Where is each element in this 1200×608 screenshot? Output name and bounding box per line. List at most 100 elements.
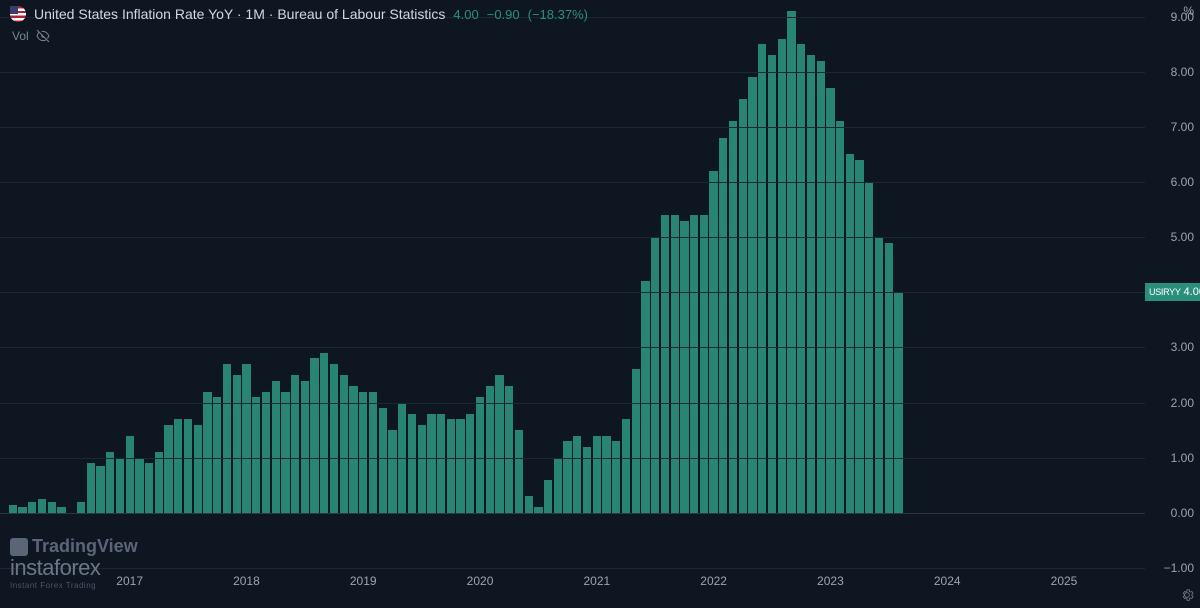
bar[interactable] bbox=[301, 381, 309, 513]
bar[interactable] bbox=[106, 452, 114, 513]
bar[interactable] bbox=[836, 121, 844, 513]
bar[interactable] bbox=[768, 55, 776, 513]
bar[interactable] bbox=[164, 425, 172, 513]
bar[interactable] bbox=[262, 392, 270, 513]
bar-container bbox=[8, 0, 1137, 568]
bar[interactable] bbox=[739, 99, 747, 513]
bar[interactable] bbox=[651, 237, 659, 513]
eye-off-icon[interactable] bbox=[35, 28, 51, 44]
bar[interactable] bbox=[242, 364, 250, 513]
bar[interactable] bbox=[291, 375, 299, 513]
bar[interactable] bbox=[748, 77, 756, 513]
bar[interactable] bbox=[885, 243, 893, 513]
bar[interactable] bbox=[573, 436, 581, 513]
bar[interactable] bbox=[554, 458, 562, 513]
us-flag-icon bbox=[10, 6, 26, 22]
bar[interactable] bbox=[349, 386, 357, 513]
bar[interactable] bbox=[525, 496, 533, 513]
bar[interactable] bbox=[388, 430, 396, 513]
bar[interactable] bbox=[213, 397, 221, 513]
bar[interactable] bbox=[505, 386, 513, 513]
chart-area[interactable] bbox=[0, 0, 1145, 568]
bar[interactable] bbox=[272, 381, 280, 513]
bar[interactable] bbox=[174, 419, 182, 513]
bar[interactable] bbox=[641, 281, 649, 513]
y-tick-label: 6.00 bbox=[1171, 175, 1194, 189]
bar[interactable] bbox=[437, 414, 445, 513]
bar[interactable] bbox=[145, 463, 153, 513]
y-tick-label: 1.00 bbox=[1171, 451, 1194, 465]
bar[interactable] bbox=[369, 392, 377, 513]
bar[interactable] bbox=[544, 480, 552, 513]
bar[interactable] bbox=[330, 364, 338, 513]
bar[interactable] bbox=[281, 392, 289, 513]
bar[interactable] bbox=[135, 458, 143, 513]
bar[interactable] bbox=[456, 419, 464, 513]
bar[interactable] bbox=[622, 419, 630, 513]
bar[interactable] bbox=[846, 154, 854, 512]
bar[interactable] bbox=[709, 171, 717, 513]
bar[interactable] bbox=[807, 55, 815, 513]
bar[interactable] bbox=[155, 452, 163, 513]
bar[interactable] bbox=[875, 237, 883, 513]
bar[interactable] bbox=[602, 436, 610, 513]
bar[interactable] bbox=[583, 447, 591, 513]
bar[interactable] bbox=[28, 502, 36, 513]
bar[interactable] bbox=[661, 215, 669, 513]
bar[interactable] bbox=[476, 397, 484, 513]
bar[interactable] bbox=[466, 414, 474, 513]
bar[interactable] bbox=[87, 463, 95, 513]
bar[interactable] bbox=[680, 221, 688, 513]
bar[interactable] bbox=[515, 430, 523, 513]
bar[interactable] bbox=[719, 138, 727, 513]
bar[interactable] bbox=[690, 215, 698, 513]
bar[interactable] bbox=[778, 39, 786, 513]
bar[interactable] bbox=[593, 436, 601, 513]
y-tick-label: −1.00 bbox=[1164, 561, 1194, 575]
bar[interactable] bbox=[408, 414, 416, 513]
bar[interactable] bbox=[700, 215, 708, 513]
bar[interactable] bbox=[632, 369, 640, 512]
bar[interactable] bbox=[817, 61, 825, 513]
bar[interactable] bbox=[233, 375, 241, 513]
bar[interactable] bbox=[427, 414, 435, 513]
bar[interactable] bbox=[758, 44, 766, 513]
badge-value: 4.00 bbox=[1184, 286, 1200, 298]
chart-header: United States Inflation Rate YoY · 1M · … bbox=[10, 6, 588, 22]
bar[interactable] bbox=[826, 88, 834, 513]
bar[interactable] bbox=[203, 392, 211, 513]
bar[interactable] bbox=[340, 375, 348, 513]
bar[interactable] bbox=[447, 419, 455, 513]
bar[interactable] bbox=[797, 44, 805, 513]
bar[interactable] bbox=[310, 358, 318, 512]
bar[interactable] bbox=[48, 502, 56, 513]
header-change-pct: (−18.37%) bbox=[528, 7, 588, 22]
bar[interactable] bbox=[116, 458, 124, 513]
bar[interactable] bbox=[194, 425, 202, 513]
bar[interactable] bbox=[671, 215, 679, 513]
bar[interactable] bbox=[96, 466, 104, 513]
bar[interactable] bbox=[563, 441, 571, 513]
bar[interactable] bbox=[418, 425, 426, 513]
bar[interactable] bbox=[379, 408, 387, 513]
bar[interactable] bbox=[359, 392, 367, 513]
settings-icon[interactable] bbox=[1180, 588, 1194, 602]
bar[interactable] bbox=[787, 11, 795, 513]
bar[interactable] bbox=[77, 502, 85, 513]
bar[interactable] bbox=[38, 499, 46, 513]
bar[interactable] bbox=[126, 436, 134, 513]
badge-ticker: USIRYY bbox=[1149, 287, 1181, 297]
bar[interactable] bbox=[320, 353, 328, 513]
zero-line bbox=[0, 513, 1145, 514]
bar[interactable] bbox=[184, 419, 192, 513]
bar[interactable] bbox=[612, 441, 620, 513]
bar[interactable] bbox=[495, 375, 503, 513]
price-badge[interactable]: USIRYY 4.00 bbox=[1145, 283, 1200, 301]
bar[interactable] bbox=[252, 397, 260, 513]
bar[interactable] bbox=[855, 160, 863, 513]
bar[interactable] bbox=[729, 121, 737, 513]
bar[interactable] bbox=[223, 364, 231, 513]
bar[interactable] bbox=[9, 505, 17, 513]
chart-title: United States Inflation Rate YoY · 1M · … bbox=[34, 6, 445, 22]
bar[interactable] bbox=[486, 386, 494, 513]
